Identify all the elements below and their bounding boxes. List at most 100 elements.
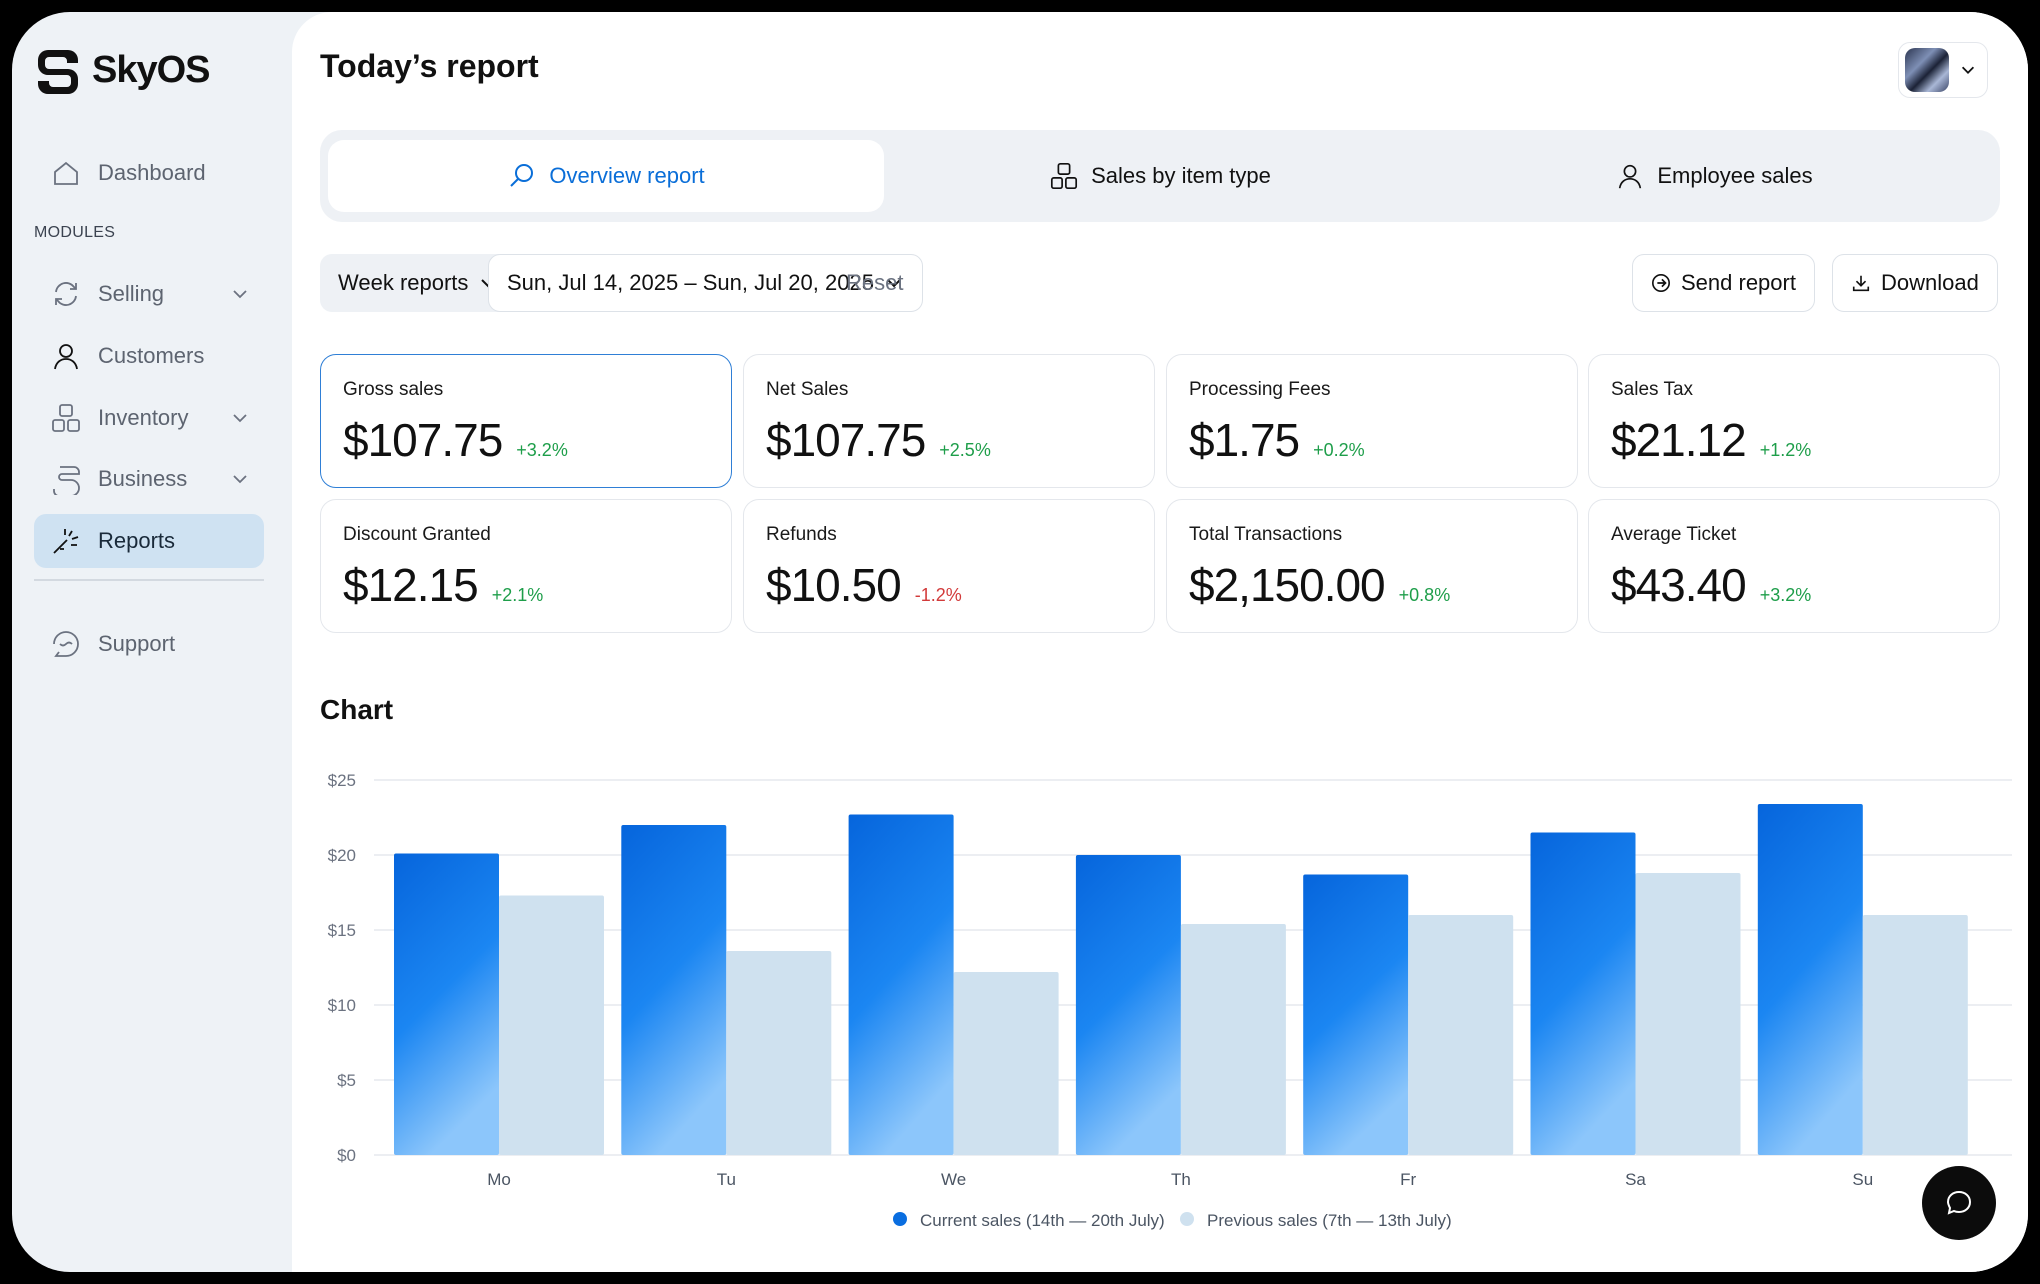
y-tick-label: $15: [328, 921, 356, 940]
date-range-value: Sun, Jul 14, 2025 – Sun, Jul 20, 2025: [507, 270, 874, 295]
download-icon: [1852, 275, 1870, 292]
legend-label-current: Current sales (14th — 20th July): [920, 1211, 1165, 1230]
bar-current-tu[interactable]: [621, 825, 727, 1155]
sidebar-item-label: Business: [98, 466, 188, 491]
chat-button[interactable]: [1922, 1166, 1996, 1240]
account-menu[interactable]: [1898, 42, 1988, 98]
bar-current-su[interactable]: [1757, 804, 1863, 1155]
report-tabs: Overview report Sales by item type Emplo…: [320, 130, 2000, 222]
button-label: Download: [1881, 270, 1979, 295]
download-button[interactable]: Download: [1832, 254, 1998, 312]
metric-delta: +0.2%: [1313, 440, 1365, 460]
metric-value: $43.40: [1611, 559, 1747, 611]
tab-overview-report[interactable]: Overview report: [328, 140, 884, 212]
boxes-icon: [52, 404, 80, 432]
boxes-icon: [1051, 162, 1078, 190]
user-icon: [54, 344, 78, 370]
metric-delta: +2.1%: [491, 585, 544, 605]
search-icon: [510, 164, 534, 187]
sidebar: SkyOS Dashboard MODULES Selling Customer…: [12, 12, 292, 1272]
chat-bubble-icon: [1946, 1190, 1972, 1215]
bar-previous-tu[interactable]: [726, 951, 832, 1155]
bar-current-th[interactable]: [1075, 855, 1181, 1155]
tab-label: Overview report: [549, 163, 705, 188]
reset-button[interactable]: Reset: [846, 270, 904, 295]
bar-previous-su[interactable]: [1862, 915, 1968, 1155]
page-title: Today’s report: [320, 48, 539, 84]
avatar: [1905, 48, 1949, 92]
y-tick-label: $10: [328, 996, 356, 1015]
sidebar-item-reports[interactable]: Reports: [34, 514, 264, 568]
button-label: Send report: [1681, 270, 1796, 295]
metric-card-average-ticket[interactable]: Average Ticket $43.40 +3.2%: [1588, 499, 2000, 633]
tab-label: Employee sales: [1657, 163, 1813, 188]
metric-value: $21.12: [1611, 414, 1747, 466]
metric-label: Refunds: [766, 524, 837, 545]
metric-value: $107.75: [343, 414, 503, 466]
x-tick-label: We: [941, 1170, 966, 1189]
logo[interactable]: SkyOS: [34, 46, 211, 94]
metric-card-discount-granted[interactable]: Discount Granted $12.15 +2.1%: [320, 499, 732, 633]
x-tick-label: Su: [1852, 1170, 1873, 1189]
send-icon: [1652, 274, 1670, 292]
date-range-picker[interactable]: Sun, Jul 14, 2025 – Sun, Jul 20, 2025: [488, 254, 923, 312]
x-tick-label: Th: [1171, 1170, 1191, 1189]
tab-sales-by-item-type[interactable]: Sales by item type: [882, 140, 1438, 212]
sidebar-item-dashboard[interactable]: Dashboard: [34, 146, 264, 200]
metric-card-net-sales[interactable]: Net Sales $107.75 +2.5%: [743, 354, 1155, 488]
metric-value: $10.50: [766, 559, 902, 611]
metric-label: Discount Granted: [343, 524, 491, 545]
refresh-icon: [55, 282, 77, 306]
sidebar-item-label: Reports: [98, 528, 176, 553]
metric-card-sales-tax[interactable]: Sales Tax $21.12 +1.2%: [1588, 354, 2000, 488]
chevron-down-icon: [1961, 66, 1975, 74]
period-select[interactable]: Week reports: [320, 254, 517, 312]
metric-delta: -1.2%: [914, 585, 962, 605]
x-tick-label: Mo: [487, 1170, 511, 1189]
bar-previous-we[interactable]: [953, 972, 1059, 1155]
bar-previous-th[interactable]: [1180, 924, 1286, 1155]
app-window: SkyOS Dashboard MODULES Selling Customer…: [12, 12, 2028, 1272]
metric-label: Gross sales: [343, 379, 444, 400]
sidebar-item-label: Dashboard: [98, 160, 206, 185]
user-icon: [1619, 164, 1642, 189]
sidebar-item-support[interactable]: Support: [34, 617, 264, 671]
home-icon: [54, 161, 78, 185]
legend-label-previous: Previous sales (7th — 13th July): [1207, 1211, 1452, 1230]
metric-card-total-transactions[interactable]: Total Transactions $2,150.00 +0.8%: [1166, 499, 1578, 633]
metric-label: Total Transactions: [1189, 524, 1343, 545]
bar-current-fr[interactable]: [1303, 874, 1409, 1156]
sidebar-item-label: Customers: [98, 343, 205, 368]
y-tick-label: $25: [328, 771, 356, 790]
sidebar-item-selling[interactable]: Selling: [34, 267, 264, 321]
metric-card-processing-fees[interactable]: Processing Fees $1.75 +0.2%: [1166, 354, 1578, 488]
x-tick-label: Fr: [1400, 1170, 1416, 1189]
sales-bar-chart: $0 $5 $10 $15 $20 $25 Mo Tu We Th Fr Sa Su Current …: [328, 771, 2012, 1230]
sidebar-item-customers[interactable]: Customers: [34, 329, 264, 383]
sidebar-item-label: Selling: [98, 281, 165, 306]
bar-previous-mo[interactable]: [499, 895, 604, 1156]
metric-card-refunds[interactable]: Refunds $10.50 -1.2%: [743, 499, 1155, 633]
send-report-button[interactable]: Send report: [1632, 254, 1815, 312]
sidebar-item-business[interactable]: Business: [34, 452, 264, 506]
bar-current-we[interactable]: [848, 814, 954, 1156]
business-icon: [53, 466, 80, 495]
metric-delta: +2.5%: [939, 440, 991, 460]
bar-current-mo[interactable]: [394, 853, 499, 1156]
metric-card-gross-sales[interactable]: Gross sales $107.75 +3.2%: [320, 354, 732, 488]
y-tick-label: $0: [337, 1146, 356, 1165]
chart-title: Chart: [320, 694, 394, 725]
bar-current-sa[interactable]: [1530, 832, 1636, 1156]
legend-swatch: [1180, 1212, 1194, 1226]
metric-label: Average Ticket: [1611, 524, 1737, 545]
bar-previous-fr[interactable]: [1408, 915, 1514, 1155]
sidebar-item-inventory[interactable]: Inventory: [34, 391, 264, 445]
metric-label: Net Sales: [766, 379, 849, 400]
bar-previous-sa[interactable]: [1635, 873, 1741, 1155]
reports-icon: [53, 529, 79, 554]
metric-delta: +3.2%: [1759, 585, 1812, 605]
skyos-logo-icon: [38, 50, 78, 94]
tab-employee-sales[interactable]: Employee sales: [1436, 140, 1992, 212]
metric-value: $12.15: [343, 559, 479, 611]
metric-value: $2,150.00: [1189, 559, 1386, 611]
